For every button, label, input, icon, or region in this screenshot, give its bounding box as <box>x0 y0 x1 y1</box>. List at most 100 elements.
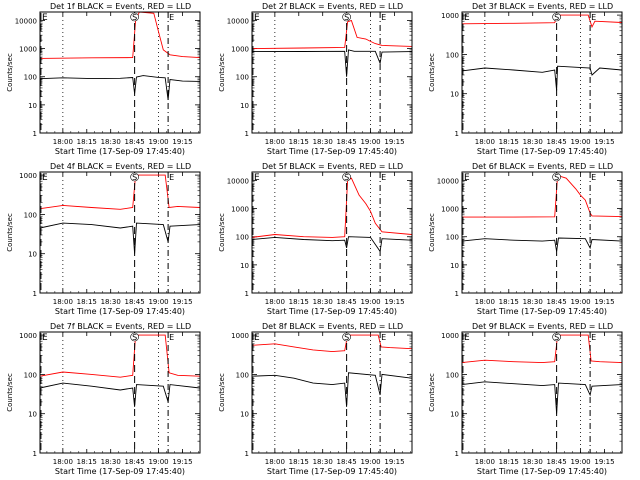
series-line-lld <box>461 174 622 218</box>
x-tick-label: 18:00 <box>265 458 285 466</box>
marker-label: E <box>591 173 596 182</box>
x-tick-label: 18:00 <box>53 298 73 306</box>
y-axis-label: Counts/sec <box>428 53 436 92</box>
x-axis-label: Start Time (17-Sep-09 17:45:40) <box>55 467 185 476</box>
x-tick-label: 18:15 <box>289 298 309 306</box>
x-tick-label: 18:45 <box>547 458 567 466</box>
x-tick-label: 19:00 <box>148 458 168 466</box>
marker-label: E <box>169 333 174 342</box>
y-tick-label: 10 <box>240 102 249 110</box>
x-tick-label: 18:30 <box>313 458 333 466</box>
y-tick-label: 1000 <box>231 332 249 340</box>
marker-start-label: E <box>42 173 48 183</box>
y-tick-label: 1000 <box>231 206 249 214</box>
y-axis-label: Counts/sec <box>218 373 226 412</box>
y-tick-label: 10 <box>28 251 37 259</box>
panel-title: Det 7f BLACK = Events, RED = LLD <box>50 322 191 331</box>
plot-frame <box>39 171 201 294</box>
y-tick-label: 10 <box>450 262 459 270</box>
series-line-events <box>39 222 200 254</box>
y-tick-label: 1000 <box>441 206 459 214</box>
marker-label: S <box>132 173 137 182</box>
x-tick-label: 18:15 <box>289 138 309 146</box>
x-tick-label: 18:30 <box>313 298 333 306</box>
x-tick-label: 19:15 <box>594 458 614 466</box>
y-tick-label: 10 <box>240 411 249 419</box>
y-tick-label: 1 <box>33 290 37 298</box>
series-line-events <box>251 49 412 77</box>
series-line-events <box>251 236 412 253</box>
y-tick-label: 1000 <box>19 46 37 54</box>
y-axis-label: Counts/sec <box>6 373 14 412</box>
marker-start-label: E <box>464 173 470 183</box>
series-line-lld <box>251 177 412 238</box>
x-tick-label: 18:45 <box>547 138 567 146</box>
panel-det-6f: Det 6f BLACK = Events, RED = LLD Counts/s… <box>428 162 623 316</box>
x-tick-label: 19:15 <box>172 298 192 306</box>
x-tick-label: 18:45 <box>337 298 357 306</box>
y-tick-label: 100 <box>24 74 37 82</box>
x-axis-label: Start Time (17-Sep-09 17:45:40) <box>55 147 185 156</box>
x-tick-label: 19:15 <box>384 138 404 146</box>
y-tick-label: 1000 <box>441 12 459 20</box>
x-tick-label: 19:00 <box>360 298 380 306</box>
x-tick-label: 18:30 <box>523 458 543 466</box>
x-tick-label: 19:15 <box>172 138 192 146</box>
saa-marker-badge <box>130 12 139 22</box>
plot-frame <box>39 11 201 134</box>
x-tick-label: 18:00 <box>265 138 285 146</box>
x-tick-label: 18:30 <box>101 298 121 306</box>
y-tick-label: 10 <box>28 411 37 419</box>
x-tick-label: 18:15 <box>77 138 97 146</box>
marker-start-label: E <box>464 333 470 343</box>
y-tick-label: 100 <box>446 51 459 59</box>
panel-det-8f: Det 8f BLACK = Events, RED = LLD Counts/s… <box>218 322 413 476</box>
panel-title: Det 9f BLACK = Events, RED = LLD <box>472 322 613 331</box>
y-tick-label: 100 <box>236 371 249 379</box>
x-tick-label: 18:45 <box>125 298 145 306</box>
x-tick-label: 19:00 <box>148 298 168 306</box>
plot-frame <box>461 171 623 294</box>
y-tick-label: 1 <box>455 450 459 458</box>
x-tick-label: 18:00 <box>475 298 495 306</box>
panel-det-2f: Det 2f BLACK = Events, RED = LLD Counts/s… <box>218 2 413 156</box>
x-tick-label: 18:45 <box>547 298 567 306</box>
y-axis-label: Counts/sec <box>428 373 436 412</box>
marker-start-label: E <box>254 333 260 343</box>
panel-det-5f: Det 5f BLACK = Events, RED = LLD Counts/s… <box>218 162 413 316</box>
marker-label: S <box>132 13 137 22</box>
marker-start-label: E <box>464 13 470 23</box>
series-line-lld <box>39 334 200 378</box>
marker-label: E <box>591 13 596 22</box>
marker-start-label: E <box>254 173 260 183</box>
panel-title: Det 2f BLACK = Events, RED = LLD <box>262 2 403 11</box>
y-tick-label: 100 <box>24 371 37 379</box>
plot-frame <box>461 331 623 454</box>
y-tick-label: 10000 <box>227 177 249 185</box>
series-line-events <box>251 372 412 407</box>
x-tick-label: 19:15 <box>384 458 404 466</box>
panel-title: Det 5f BLACK = Events, RED = LLD <box>262 162 403 171</box>
y-tick-label: 100 <box>446 234 459 242</box>
x-tick-label: 18:15 <box>499 138 519 146</box>
x-axis-label: Start Time (17-Sep-09 17:45:40) <box>267 147 397 156</box>
x-axis-label: Start Time (17-Sep-09 17:45:40) <box>477 307 607 316</box>
saa-marker-badge <box>130 172 139 182</box>
panel-det-4f: Det 4f BLACK = Events, RED = LLD Counts/s… <box>6 162 201 316</box>
x-tick-label: 18:00 <box>475 138 495 146</box>
panel-det-3f: Det 3f BLACK = Events, RED = LLD Counts/s… <box>428 2 623 156</box>
y-tick-label: 1000 <box>231 46 249 54</box>
saa-marker-badge <box>342 172 351 182</box>
panel-title: Det 3f BLACK = Events, RED = LLD <box>472 2 613 11</box>
x-tick-label: 19:15 <box>594 138 614 146</box>
marker-label: S <box>554 333 559 342</box>
x-tick-label: 18:30 <box>101 138 121 146</box>
series-line-lld <box>461 14 622 29</box>
series-line-lld <box>251 334 412 353</box>
marker-start-label: E <box>254 13 260 23</box>
marker-label: S <box>554 13 559 22</box>
marker-start-label: E <box>42 333 48 343</box>
series-line-lld <box>461 334 622 364</box>
x-tick-label: 18:00 <box>53 458 73 466</box>
